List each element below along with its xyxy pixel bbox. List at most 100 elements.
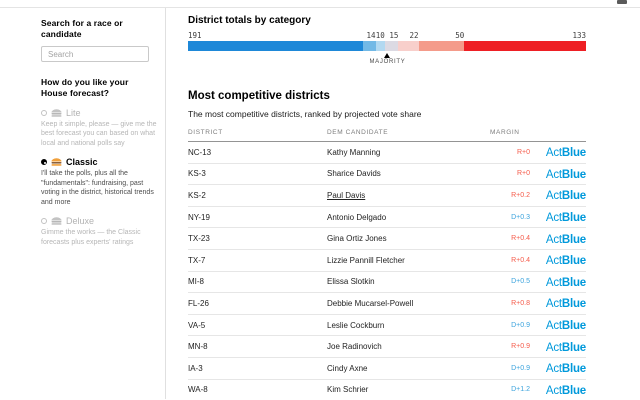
district-cell: IA-3	[188, 363, 203, 373]
actblue-link[interactable]: ActBlue	[545, 147, 586, 160]
margin-cell: R+0.8	[511, 299, 530, 307]
table-row: FL-26 Debbie Mucarsel-Powell R+0.8 ActBlue	[188, 293, 586, 315]
candidate-cell: Antonio Delgado	[327, 212, 387, 222]
majority-indicator: MAJORITY	[188, 51, 586, 69]
actblue-link[interactable]: ActBlue	[545, 384, 586, 397]
margin-cell: R+0	[516, 148, 530, 156]
bar-segment-label: 14	[366, 31, 376, 40]
col-header-candidate: DEM CANDIDATE	[327, 129, 389, 136]
bar-segment-label: 15	[389, 31, 399, 40]
actblue-link[interactable]: ActBlue	[545, 363, 586, 376]
district-cell: VA-5	[188, 320, 206, 330]
bar-segment-label: 10	[375, 31, 385, 40]
triangle-up-icon	[384, 53, 391, 58]
forecast-option-deluxe[interactable]: Deluxe Gimme the works — the Classic fore…	[41, 216, 156, 247]
district-cell: TX-23	[188, 234, 210, 244]
actblue-link[interactable]: ActBlue	[545, 212, 586, 225]
burger-icon	[51, 158, 62, 166]
table-row: TX-23 Gina Ortiz Jones R+0.4 ActBlue	[188, 228, 586, 250]
actblue-link[interactable]: ActBlue	[545, 341, 586, 354]
col-header-district: DISTRICT	[188, 129, 223, 136]
margin-cell: R+0.4	[511, 235, 530, 243]
forecast-options: Lite Keep it simple, please — give me the…	[41, 107, 157, 248]
table-row: WA-8 Kim Schrier D+1.2 ActBlue	[188, 380, 586, 400]
margin-cell: D+0.3	[511, 213, 530, 221]
page: Search for a race or candidate How do yo…	[0, 8, 640, 399]
candidate-cell: Cindy Axne	[327, 363, 368, 373]
main-content: District totals by category 191 14 10 15 22 5…	[166, 8, 640, 399]
margin-cell: D+0.9	[511, 364, 530, 372]
option-description: I'll take the polls, plus all the "funda…	[41, 170, 154, 206]
sidebar: Search for a race or candidate How do yo…	[0, 8, 166, 399]
candidate-cell: Leslie Cockburn	[327, 320, 385, 330]
bar-segment	[375, 41, 385, 51]
actblue-link[interactable]: ActBlue	[545, 233, 586, 246]
district-cell: KS-2	[188, 190, 206, 200]
actblue-link[interactable]: ActBlue	[545, 255, 586, 268]
table-title: Most competitive districts	[188, 90, 330, 102]
table-row: KS-3 Sharice Davids R+0 ActBlue	[188, 164, 586, 186]
forecast-heading: How do you like your House forecast?	[41, 77, 129, 98]
district-cell: FL-26	[188, 298, 209, 308]
bar-segment-label: 191	[188, 31, 202, 40]
candidate-cell: Debbie Mucarsel-Powell	[327, 298, 414, 308]
bar-segment	[384, 41, 399, 51]
margin-cell: R+0.9	[511, 343, 530, 351]
margin-cell: D+0.9	[511, 321, 530, 329]
bar-segment-label: 50	[455, 31, 465, 40]
table-row: MN-8 Joe Radinovich R+0.9 ActBlue	[188, 336, 586, 358]
candidate-cell: Paul Davis	[327, 190, 366, 200]
bar-segment-label: 133	[572, 31, 586, 40]
bar-segment	[398, 41, 419, 51]
option-description: Gimme the works — the Classic forecasts …	[41, 229, 141, 246]
table-row: NY-19 Antonio Delgado D+0.3 ActBlue	[188, 207, 586, 229]
radio-button[interactable]	[41, 109, 47, 116]
table-row: VA-5 Leslie Cockburn D+0.9 ActBlue	[188, 315, 586, 337]
actblue-link[interactable]: ActBlue	[545, 168, 586, 181]
bar-segment	[188, 41, 363, 51]
table-row: KS-2 Paul Davis R+0.2 ActBlue	[188, 185, 586, 207]
margin-cell: R+0	[516, 170, 530, 178]
margin-cell: R+0.4	[511, 256, 530, 264]
margin-cell: D+1.2	[511, 386, 530, 394]
option-description: Keep it simple, please — give me the bes…	[41, 120, 157, 147]
radio-button[interactable]	[41, 218, 47, 224]
competitive-districts-table: DISTRICT DEM CANDIDATE MARGIN NC-13 Kathy…	[188, 129, 586, 400]
candidate-cell: Gina Ortiz Jones	[327, 234, 387, 244]
table-row: MI-8 Elissa Slotkin D+0.5 ActBlue	[188, 272, 586, 294]
candidate-cell: Kathy Manning	[327, 147, 381, 157]
candidate-cell: Sharice Davids	[327, 169, 381, 179]
district-cell: WA-8	[188, 385, 208, 395]
table-subtitle: The most competitive districts, ranked b…	[188, 109, 422, 119]
table-header-row: DISTRICT DEM CANDIDATE MARGIN	[188, 129, 586, 142]
option-label: Deluxe	[66, 216, 95, 226]
bar-segment	[464, 41, 586, 51]
district-totals-bar: 191 14 10 15 22 50 133 MAJORITY	[188, 31, 586, 69]
table-row: TX-7 Lizzie Pannill Fletcher R+0.4 ActBlue	[188, 250, 586, 272]
candidate-cell: Lizzie Pannill Fletcher	[327, 255, 405, 265]
totals-title: District totals by category	[188, 15, 311, 26]
margin-cell: R+0.2	[511, 191, 530, 199]
forecast-option-classic[interactable]: Classic I'll take the polls, plus all the…	[41, 157, 156, 207]
search-input[interactable]	[41, 46, 149, 63]
candidate-cell: Elissa Slotkin	[327, 277, 375, 287]
radio-button[interactable]	[41, 159, 47, 165]
district-cell: MI-8	[188, 277, 204, 287]
actblue-link[interactable]: ActBlue	[545, 190, 586, 203]
bar-segment	[418, 41, 465, 51]
margin-cell: D+0.5	[511, 278, 530, 286]
option-label: Lite	[66, 107, 81, 118]
forecast-option-lite[interactable]: Lite Keep it simple, please — give me the…	[41, 107, 157, 149]
option-label: Classic	[66, 157, 98, 167]
bar-segment-labels: 191 14 10 15 22 50 133	[188, 31, 586, 41]
stacked-bar	[188, 41, 586, 51]
table-row: NC-13 Kathy Manning R+0 ActBlue	[188, 142, 586, 164]
table-body: NC-13 Kathy Manning R+0 ActBlue KS-3 Sharice …	[188, 142, 586, 400]
search-heading: Search for a race or candidate	[41, 18, 123, 39]
actblue-link[interactable]: ActBlue	[545, 298, 586, 311]
actblue-link[interactable]: ActBlue	[545, 276, 586, 289]
district-cell: NC-13	[188, 147, 212, 157]
actblue-link[interactable]: ActBlue	[545, 320, 586, 333]
district-cell: KS-3	[188, 169, 206, 179]
burger-icon	[51, 217, 62, 225]
